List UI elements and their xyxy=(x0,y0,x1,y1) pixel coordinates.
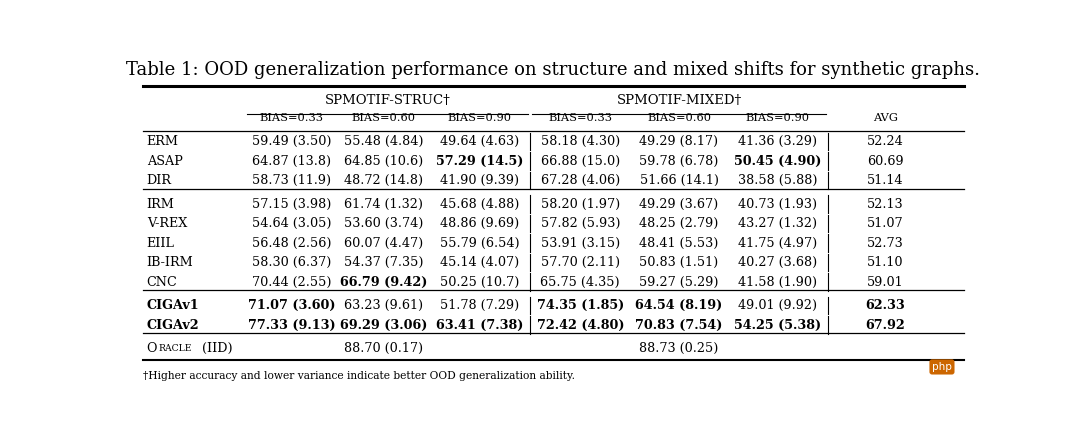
Text: 52.13: 52.13 xyxy=(867,198,904,210)
Text: 88.73 (0.25): 88.73 (0.25) xyxy=(639,342,718,355)
Text: BIAS=0.60: BIAS=0.60 xyxy=(647,113,711,123)
Text: 41.58 (1.90): 41.58 (1.90) xyxy=(739,276,818,289)
Text: 49.01 (9.92): 49.01 (9.92) xyxy=(739,299,818,312)
Text: 60.07 (4.47): 60.07 (4.47) xyxy=(343,236,423,250)
Text: 49.29 (3.67): 49.29 (3.67) xyxy=(639,198,718,210)
Text: 88.70 (0.17): 88.70 (0.17) xyxy=(345,342,423,355)
Text: 48.41 (5.53): 48.41 (5.53) xyxy=(639,236,718,250)
Text: RACLE: RACLE xyxy=(159,344,192,353)
Text: DIR: DIR xyxy=(147,174,172,187)
Text: 45.68 (4.88): 45.68 (4.88) xyxy=(441,198,519,210)
Text: 51.10: 51.10 xyxy=(867,256,904,269)
Text: 72.42 (4.80): 72.42 (4.80) xyxy=(537,319,624,331)
Text: 54.25 (5.38): 54.25 (5.38) xyxy=(734,319,822,331)
Text: BIAS=0.90: BIAS=0.90 xyxy=(746,113,810,123)
Text: (IID): (IID) xyxy=(202,342,232,355)
Text: 59.78 (6.78): 59.78 (6.78) xyxy=(639,155,718,167)
Text: 64.85 (10.6): 64.85 (10.6) xyxy=(343,155,423,167)
Text: O: O xyxy=(147,342,158,355)
Text: 66.88 (15.0): 66.88 (15.0) xyxy=(541,155,620,167)
Text: 63.41 (7.38): 63.41 (7.38) xyxy=(436,319,524,331)
Text: 70.83 (7.54): 70.83 (7.54) xyxy=(635,319,723,331)
Text: V-REX: V-REX xyxy=(147,217,187,230)
Text: 64.87 (13.8): 64.87 (13.8) xyxy=(252,155,332,167)
Text: 52.73: 52.73 xyxy=(867,236,904,250)
Text: CIGAv1: CIGAv1 xyxy=(147,299,200,312)
Text: 52.24: 52.24 xyxy=(867,135,904,148)
Text: 69.29 (3.06): 69.29 (3.06) xyxy=(340,319,428,331)
Text: BIAS=0.33: BIAS=0.33 xyxy=(549,113,612,123)
Text: †Higher accuracy and lower variance indicate better OOD generalization ability.: †Higher accuracy and lower variance indi… xyxy=(144,371,576,381)
Text: 58.18 (4.30): 58.18 (4.30) xyxy=(541,135,620,148)
Text: BIAS=0.90: BIAS=0.90 xyxy=(448,113,512,123)
Text: 77.33 (9.13): 77.33 (9.13) xyxy=(247,319,335,331)
Text: 50.83 (1.51): 50.83 (1.51) xyxy=(639,256,718,269)
Text: ERM: ERM xyxy=(147,135,178,148)
Text: 58.30 (6.37): 58.30 (6.37) xyxy=(252,256,332,269)
Text: 59.27 (5.29): 59.27 (5.29) xyxy=(639,276,719,289)
Text: EIIL: EIIL xyxy=(147,236,175,250)
Text: 58.20 (1.97): 58.20 (1.97) xyxy=(541,198,620,210)
Text: 63.23 (9.61): 63.23 (9.61) xyxy=(345,299,423,312)
Text: 41.75 (4.97): 41.75 (4.97) xyxy=(739,236,818,250)
Text: 57.29 (14.5): 57.29 (14.5) xyxy=(436,155,524,167)
Text: 53.60 (3.74): 53.60 (3.74) xyxy=(343,217,423,230)
Text: 38.58 (5.88): 38.58 (5.88) xyxy=(738,174,818,187)
Text: 58.73 (11.9): 58.73 (11.9) xyxy=(252,174,332,187)
Text: php: php xyxy=(932,362,951,372)
Text: SPMOTIF-STRUC†: SPMOTIF-STRUC† xyxy=(325,94,450,107)
Text: AVG: AVG xyxy=(873,113,897,123)
Text: 71.07 (3.60): 71.07 (3.60) xyxy=(247,299,335,312)
Text: 55.48 (4.84): 55.48 (4.84) xyxy=(343,135,423,148)
Text: BIAS=0.60: BIAS=0.60 xyxy=(352,113,416,123)
Text: 66.79 (9.42): 66.79 (9.42) xyxy=(340,276,428,289)
Text: IB-IRM: IB-IRM xyxy=(147,256,193,269)
Text: 59.49 (3.50): 59.49 (3.50) xyxy=(252,135,332,148)
Text: 55.79 (6.54): 55.79 (6.54) xyxy=(440,236,519,250)
Text: Table 1: OOD generalization performance on structure and mixed shifts for synthe: Table 1: OOD generalization performance … xyxy=(126,61,981,79)
Text: 67.92: 67.92 xyxy=(865,319,905,331)
Text: 49.64 (4.63): 49.64 (4.63) xyxy=(441,135,519,148)
Text: ASAP: ASAP xyxy=(147,155,183,167)
Text: 48.86 (9.69): 48.86 (9.69) xyxy=(441,217,519,230)
Text: 51.78 (7.29): 51.78 (7.29) xyxy=(441,299,519,312)
Text: 54.64 (3.05): 54.64 (3.05) xyxy=(252,217,332,230)
Text: 67.28 (4.06): 67.28 (4.06) xyxy=(541,174,620,187)
Text: 50.25 (10.7): 50.25 (10.7) xyxy=(441,276,519,289)
Text: 48.25 (2.79): 48.25 (2.79) xyxy=(639,217,718,230)
Text: 41.36 (3.29): 41.36 (3.29) xyxy=(739,135,818,148)
Text: 50.45 (4.90): 50.45 (4.90) xyxy=(734,155,822,167)
Text: BIAS=0.33: BIAS=0.33 xyxy=(259,113,324,123)
Text: 56.48 (2.56): 56.48 (2.56) xyxy=(252,236,332,250)
Text: 57.15 (3.98): 57.15 (3.98) xyxy=(252,198,332,210)
Text: 59.01: 59.01 xyxy=(867,276,904,289)
Text: 57.70 (2.11): 57.70 (2.11) xyxy=(541,256,620,269)
Text: 40.73 (1.93): 40.73 (1.93) xyxy=(739,198,818,210)
Text: 65.75 (4.35): 65.75 (4.35) xyxy=(540,276,620,289)
Text: 43.27 (1.32): 43.27 (1.32) xyxy=(739,217,818,230)
Text: 64.54 (8.19): 64.54 (8.19) xyxy=(635,299,723,312)
Text: 60.69: 60.69 xyxy=(867,155,904,167)
Text: 51.14: 51.14 xyxy=(867,174,904,187)
Text: 62.33: 62.33 xyxy=(865,299,905,312)
Text: 54.37 (7.35): 54.37 (7.35) xyxy=(343,256,423,269)
Text: IRM: IRM xyxy=(147,198,175,210)
Text: 40.27 (3.68): 40.27 (3.68) xyxy=(739,256,818,269)
Text: SPMOTIF-MIXED†: SPMOTIF-MIXED† xyxy=(617,94,742,107)
Text: 53.91 (3.15): 53.91 (3.15) xyxy=(541,236,620,250)
Text: CIGAv2: CIGAv2 xyxy=(147,319,200,331)
Text: 57.82 (5.93): 57.82 (5.93) xyxy=(540,217,620,230)
Text: CNC: CNC xyxy=(147,276,177,289)
Text: 51.07: 51.07 xyxy=(867,217,904,230)
Text: 41.90 (9.39): 41.90 (9.39) xyxy=(441,174,519,187)
Text: 61.74 (1.32): 61.74 (1.32) xyxy=(345,198,423,210)
Text: 51.66 (14.1): 51.66 (14.1) xyxy=(639,174,718,187)
Text: 74.35 (1.85): 74.35 (1.85) xyxy=(537,299,624,312)
Text: 45.14 (4.07): 45.14 (4.07) xyxy=(441,256,519,269)
Text: 48.72 (14.8): 48.72 (14.8) xyxy=(345,174,423,187)
Text: 49.29 (8.17): 49.29 (8.17) xyxy=(639,135,718,148)
Text: 70.44 (2.55): 70.44 (2.55) xyxy=(252,276,332,289)
